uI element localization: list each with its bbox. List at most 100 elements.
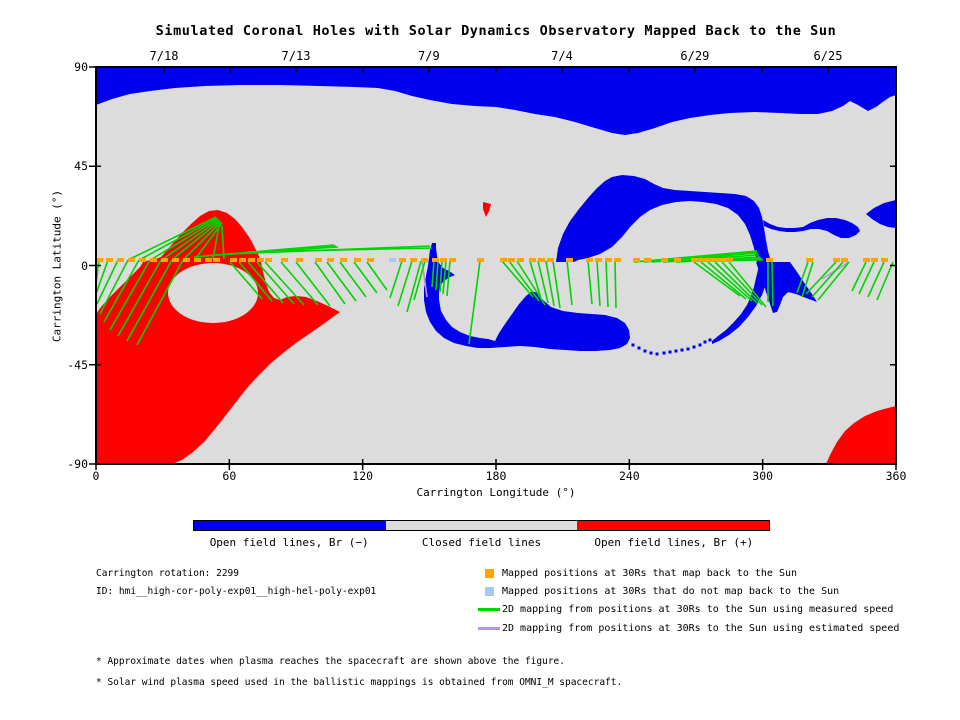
coronal-hole-dot bbox=[655, 352, 659, 356]
y-axis-label: Carrington Latitude (°) bbox=[50, 189, 64, 343]
measured-speed-mapping-line bbox=[439, 260, 443, 293]
x-tick-label: 240 bbox=[618, 469, 640, 483]
measured-speed-mapping-line bbox=[136, 259, 184, 346]
mapped-position-dash bbox=[833, 258, 840, 262]
mapped-position-dash bbox=[712, 258, 719, 262]
mapped-position-dash bbox=[205, 258, 212, 262]
coronal-hole-dot bbox=[703, 340, 707, 344]
date-label: 7/9 bbox=[418, 49, 440, 63]
right-diagonal-band bbox=[712, 262, 771, 344]
y-tick-label: 0 bbox=[81, 258, 88, 273]
measured-speed-mapping-line bbox=[805, 261, 837, 295]
measured-speed-mapping-line bbox=[431, 260, 435, 288]
north-polar-coronal-hole bbox=[96, 67, 896, 135]
colorbar-label-closed: Closed field lines bbox=[421, 536, 542, 549]
field-line-colorbar bbox=[193, 520, 770, 531]
coronal-hole-dot bbox=[692, 345, 696, 349]
measured-speed-mapping-line bbox=[508, 260, 540, 302]
mapped-position-dash bbox=[538, 258, 545, 262]
measured-speed-mapping-line bbox=[221, 225, 225, 260]
equatorial-arch-hole bbox=[556, 175, 771, 262]
measured-speed-mapping-line bbox=[339, 261, 367, 298]
southeast-positive-corner bbox=[826, 406, 896, 464]
mapped-position-dash bbox=[128, 258, 135, 262]
measured-speed-mapping-line bbox=[314, 261, 346, 305]
measured-speed-mapping-line bbox=[851, 261, 867, 292]
mapped-position-dash bbox=[161, 258, 168, 262]
measured-speed-mapping-line bbox=[140, 217, 218, 260]
measured-speed-mapping-line bbox=[162, 219, 220, 260]
x-tick-label: 180 bbox=[485, 469, 507, 483]
mapped-position-dash bbox=[172, 258, 179, 262]
measured-speed-mapping-line bbox=[397, 260, 413, 307]
mapped-position-dash bbox=[500, 258, 507, 262]
measured-speed-mapping-line bbox=[99, 259, 129, 315]
colorbar-open-positive bbox=[577, 521, 770, 530]
date-label: 6/29 bbox=[680, 49, 710, 63]
x-axis-label: Carrington Longitude (°) bbox=[416, 486, 576, 499]
measured-speed-mapping-line bbox=[796, 261, 809, 294]
measured-speed-mapping-line bbox=[117, 259, 162, 337]
footnote-speed: * Solar wind plasma speed used in the ba… bbox=[96, 677, 623, 688]
measured-speed-mapping-line bbox=[801, 261, 814, 298]
measured-speed-mapping-line bbox=[96, 259, 109, 295]
mapped-position-dash bbox=[421, 258, 428, 262]
unmapped-square-icon bbox=[484, 587, 494, 597]
measured-speed-mapping-line bbox=[858, 261, 875, 295]
x-tick-label: 300 bbox=[752, 469, 774, 483]
measured-speed-mapping-line bbox=[537, 260, 549, 304]
y-tick-label: -90 bbox=[67, 457, 88, 471]
mapped-position-dash bbox=[194, 258, 201, 262]
measured-speed-mapping-line bbox=[501, 260, 534, 298]
measured-speed-mapping-line bbox=[151, 218, 219, 260]
measured-speed-mapping-line bbox=[614, 260, 617, 309]
neck-blob bbox=[763, 218, 860, 238]
mapped-position-dash bbox=[106, 258, 113, 262]
mapped-position-dash bbox=[633, 258, 640, 262]
colorbar-label-open-positive: Open field lines, Br (+) bbox=[594, 536, 754, 549]
y-tick-label: 45 bbox=[74, 159, 88, 174]
page-title: Simulated Coronal Holes with Solar Dynam… bbox=[155, 23, 837, 39]
mapped-position-dash bbox=[230, 258, 237, 262]
measured-speed-mapping-line bbox=[389, 260, 403, 299]
measured-speed-mapping-line bbox=[693, 261, 741, 297]
measured-speed-mapping-line bbox=[728, 261, 767, 308]
mapped-position-dash bbox=[705, 258, 712, 262]
measured-speed-mapping-line bbox=[596, 260, 601, 307]
mapped-position-dash bbox=[586, 258, 593, 262]
mapped-position-dash bbox=[117, 258, 124, 262]
mapped-position-dash bbox=[367, 258, 374, 262]
footnote-dates: * Approximate dates when plasma reaches … bbox=[96, 656, 565, 667]
south-positive-region bbox=[96, 210, 340, 464]
date-label: 6/25 bbox=[813, 49, 843, 63]
measured-speed-mapping-line bbox=[817, 261, 850, 301]
mapped-position-dash bbox=[614, 258, 621, 262]
measured-speed-mapping-line bbox=[700, 261, 747, 300]
mapped-position-dash bbox=[239, 258, 246, 262]
mapped-position-dash bbox=[529, 258, 536, 262]
mapped-position-dash bbox=[96, 258, 103, 262]
measured-speed-mapping-line bbox=[413, 260, 426, 301]
mapped-position-dash bbox=[547, 258, 554, 262]
measured-line-icon bbox=[478, 608, 500, 612]
measured-speed-mapping-line bbox=[280, 261, 319, 306]
coronal-hole-dot bbox=[643, 349, 647, 353]
measured-speed-mapping-line bbox=[446, 260, 451, 297]
measured-speed-mapping-line bbox=[876, 261, 894, 301]
measured-speed-mapping-line bbox=[707, 261, 753, 302]
coronal-hole-dot bbox=[698, 343, 702, 347]
measured-speed-mapping-line bbox=[552, 260, 561, 309]
measured-speed-mapping-line bbox=[246, 247, 433, 253]
measured-speed-mapping-line bbox=[173, 220, 221, 259]
date-label: 7/13 bbox=[281, 49, 311, 63]
mapped-position-dash bbox=[432, 258, 439, 262]
x-tick-label: 120 bbox=[352, 469, 374, 483]
mapped-position-dash bbox=[257, 258, 264, 262]
mapped-position-dash bbox=[213, 258, 220, 262]
plot-regions bbox=[96, 67, 896, 464]
legend-item-estimated-speed: 2D mapping from positions at 30Rs to the… bbox=[476, 619, 916, 637]
measured-speed-mapping-line bbox=[605, 260, 609, 308]
measured-speed-mapping-line bbox=[468, 260, 481, 345]
mapped-position-dash bbox=[595, 258, 602, 262]
coronal-hole-dot bbox=[708, 338, 712, 342]
